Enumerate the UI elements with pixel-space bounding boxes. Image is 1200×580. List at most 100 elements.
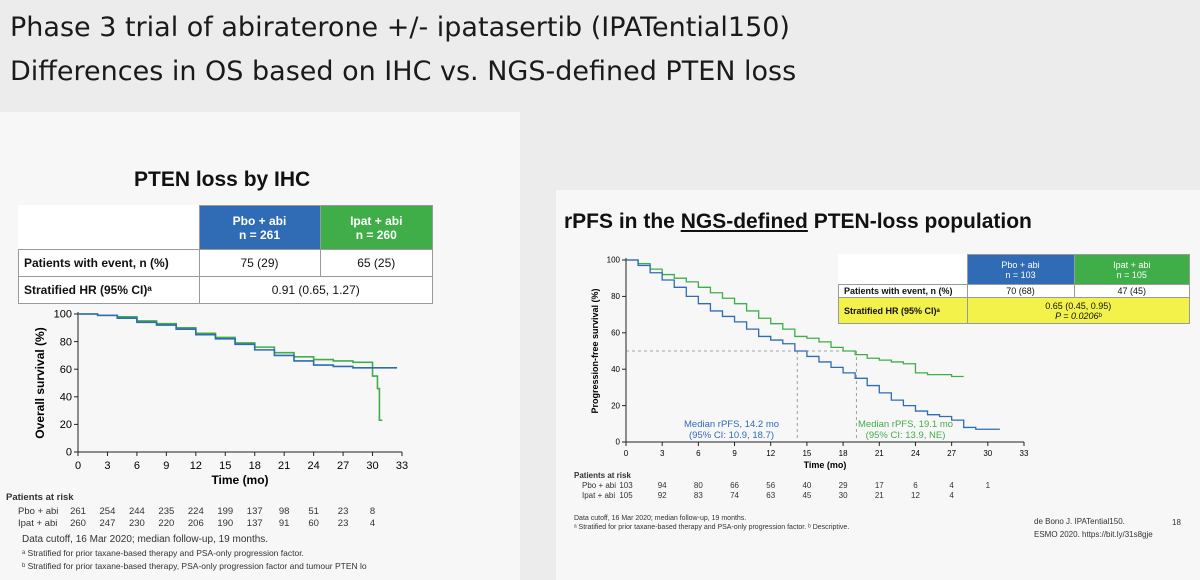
risk-count: 23 <box>337 506 349 517</box>
ngs-panel: rPFS in the NGS-defined PTEN-loss popula… <box>556 190 1200 580</box>
ihc-row-events-label: Patients with event, n (%) <box>18 249 200 277</box>
risk-count: 30 <box>838 491 848 500</box>
y-tick-label: 100 <box>54 309 72 321</box>
risk-count: 29 <box>838 481 848 490</box>
x-tick-label: 33 <box>1020 449 1029 458</box>
risk-count: 21 <box>874 491 884 500</box>
ihc-row-hr-label: Stratified HR (95% CI)ᵃ <box>18 276 200 304</box>
ihc-risk-title: Patients at risk <box>6 492 74 503</box>
x-tick-label: 12 <box>190 460 202 472</box>
risk-count: 45 <box>802 491 812 500</box>
risk-count: 63 <box>766 491 776 500</box>
risk-count: 260 <box>70 518 86 529</box>
ngs-row-p-value: P = 0.0206ᵇ <box>1055 310 1102 321</box>
x-tick-label: 21 <box>278 460 290 472</box>
risk-count: 23 <box>337 518 349 529</box>
risk-count: 4 <box>949 481 954 490</box>
ngs-row-events-ipat: 47 (45) <box>1073 284 1190 298</box>
ngs-row-hr-label: Stratified HR (95% CI)ᵃ <box>838 297 968 324</box>
risk-count: 4 <box>369 518 376 529</box>
y-tick-label: 100 <box>607 256 621 265</box>
x-tick-label: 24 <box>911 449 920 458</box>
y-tick-label: 0 <box>66 447 72 459</box>
x-tick-label: 3 <box>660 449 665 458</box>
y-tick-label: 0 <box>616 438 621 447</box>
risk-count: 83 <box>693 491 703 500</box>
x-tick-label: 21 <box>875 449 884 458</box>
ngs-row-events-pbo: 70 (68) <box>966 284 1075 298</box>
ngs-footnote-1: Data cutoff, 16 Mar 2020; median follow-… <box>574 515 747 522</box>
ngs-summary-table: Pbo + abi n = 103 Ipat + abi n = 105 Patie… <box>838 254 1190 324</box>
x-axis-label: Time (mo) <box>211 473 268 487</box>
y-tick-label: 60 <box>611 328 620 337</box>
ihc-col-ipat: Ipat + abi n = 260 <box>319 205 433 250</box>
y-tick-label: 40 <box>60 391 72 403</box>
y-axis-label: Progression-free survival (%) <box>590 288 600 413</box>
ihc-col-pbo: Pbo + abi n = 261 <box>198 205 321 250</box>
risk-count: 261 <box>70 506 86 517</box>
risk-count: 8 <box>369 506 376 517</box>
risk-count: 74 <box>730 491 739 500</box>
risk-count: 12 <box>911 491 920 500</box>
y-tick-label: 80 <box>611 292 620 301</box>
median-ipat-annotation: Median rPFS, 19.1 mo (95% CI: 13.9, NE) <box>858 419 954 441</box>
x-tick-label: 15 <box>802 449 811 458</box>
x-tick-label: 9 <box>163 460 169 472</box>
risk-count: 206 <box>187 518 204 529</box>
risk-count: 80 <box>693 481 703 490</box>
y-tick-label: 20 <box>60 419 72 431</box>
ihc-heading: PTEN loss by IHC <box>134 168 311 191</box>
y-axis-label: Overall survival (%) <box>33 327 47 438</box>
risk-count: 190 <box>217 518 234 529</box>
ihc-risk-label-pbo: Pbo + abi <box>18 506 59 517</box>
risk-count: 220 <box>158 518 175 529</box>
risk-count: 137 <box>246 506 263 517</box>
risk-count: 92 <box>657 491 667 500</box>
risk-count: 60 <box>308 518 319 529</box>
page-number: 18 <box>1172 518 1181 527</box>
x-tick-label: 0 <box>75 460 81 472</box>
ihc-row-events-pbo: 75 (29) <box>198 249 321 277</box>
ngs-footnote-2: ᵃ Stratified for prior taxane-based ther… <box>574 524 850 531</box>
x-tick-label: 6 <box>134 460 140 472</box>
citation-line1: de Bono J. IPATential150. <box>1034 517 1125 526</box>
risk-count: 199 <box>217 506 234 517</box>
ihc-row-events-ipat: 65 (25) <box>319 249 433 277</box>
x-tick-label: 6 <box>696 449 701 458</box>
km-curve-ipat <box>626 259 964 378</box>
risk-count: 105 <box>619 491 633 500</box>
os-chart: 0 20 40 60 80 100 0 3 6 9 12 15 18 21 24 27 30 33 Time (mo… <box>33 309 408 487</box>
risk-count: 1 <box>985 481 991 490</box>
ihc-risk-label-ipat: Ipat + abi <box>18 518 58 529</box>
risk-count: 56 <box>766 481 776 490</box>
ngs-heading: rPFS in the NGS-defined PTEN-loss popula… <box>564 210 1032 233</box>
x-tick-label: 33 <box>396 460 408 472</box>
risk-count: 103 <box>619 481 633 490</box>
ngs-row-events-label: Patients with event, n (%) <box>838 284 968 298</box>
ihc-footnote-2: ᵃ Stratified for prior taxane-based ther… <box>22 548 304 558</box>
risk-count: 66 <box>730 481 739 490</box>
risk-count: 94 <box>657 481 667 490</box>
ngs-row-hr-value: 0.65 (0.45, 0.95) P = 0.0206ᵇ <box>966 297 1190 324</box>
risk-count: 6 <box>913 481 918 490</box>
km-curve-pbo <box>78 313 398 369</box>
risk-count: 247 <box>99 518 116 529</box>
median-pbo-annotation: Median rPFS, 14.2 mo (95% CI: 10.9, 18.7) <box>684 419 780 441</box>
risk-count: 254 <box>99 506 116 517</box>
x-axis-label: Time (mo) <box>804 460 847 470</box>
x-tick-label: 12 <box>766 449 775 458</box>
y-tick-label: 60 <box>60 364 72 376</box>
x-tick-label: 27 <box>337 460 349 472</box>
ihc-row-hr-value: 0.91 (0.65, 1.27) <box>198 276 433 304</box>
ngs-risk-title: Patients at risk <box>574 471 631 480</box>
rpfs-chart: 0 20 40 60 80 100 0 3 6 9 12 15 18 21 24 27 30 33 Time (mo… <box>590 256 1029 470</box>
x-tick-label: 18 <box>249 460 261 472</box>
risk-count: 235 <box>158 506 175 517</box>
risk-count: 230 <box>128 518 145 529</box>
slide-title-line2: Differences in OS based on IHC vs. NGS-d… <box>10 56 797 87</box>
ihc-panel: PTEN loss by IHC Pbo + abi n = 261 Ipat +… <box>0 112 520 580</box>
ihc-footnote-3: ᵇ Stratified for prior taxane-based ther… <box>22 561 367 571</box>
ngs-col-ipat: Ipat + abi n = 105 <box>1073 254 1190 285</box>
risk-count: 40 <box>802 481 812 490</box>
risk-count: 98 <box>278 506 290 517</box>
